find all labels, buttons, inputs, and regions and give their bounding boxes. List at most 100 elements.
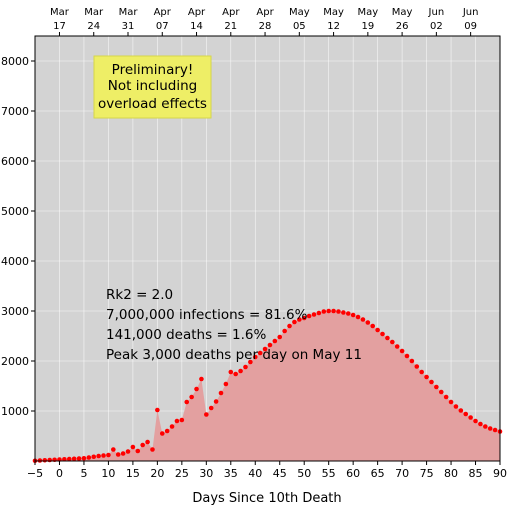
date-tick-month: Mar	[84, 7, 104, 18]
data-point	[321, 309, 327, 314]
data-point	[184, 399, 190, 405]
date-tick-day: 12	[327, 21, 340, 32]
data-point	[399, 348, 405, 354]
data-point	[243, 364, 248, 370]
y-tick-label: 5000	[1, 205, 29, 218]
x-tick-label: 45	[273, 467, 287, 480]
x-tick-label: 10	[101, 467, 115, 480]
date-tick-month: Apr	[188, 7, 206, 18]
x-tick-label: 25	[175, 467, 189, 480]
data-point	[385, 335, 390, 341]
data-point	[208, 405, 214, 411]
data-point	[62, 456, 67, 462]
data-point	[380, 331, 385, 337]
x-tick-label: 30	[199, 467, 213, 480]
data-point	[252, 354, 258, 360]
data-point	[86, 455, 92, 460]
data-point	[492, 427, 498, 433]
data-point	[199, 376, 204, 382]
note-box-background	[93, 55, 212, 119]
data-point	[404, 353, 410, 359]
data-point	[483, 424, 488, 429]
annotation-block: Rk2 = 2.0 7,000,000 infections = 81.6% 1…	[106, 287, 362, 363]
date-tick-month: May	[357, 7, 378, 18]
annotation-rk2: Rk2 = 2.0	[106, 287, 173, 303]
data-point	[155, 407, 160, 413]
data-point	[370, 323, 376, 329]
data-point	[336, 309, 341, 314]
date-tick-month: May	[289, 7, 310, 18]
y-tick-label: 8000	[1, 55, 29, 68]
data-point	[91, 454, 97, 460]
data-point	[345, 311, 351, 316]
data-point	[248, 359, 253, 365]
data-point	[189, 394, 194, 400]
annotation-infections: 7,000,000 infections = 81.6%	[106, 307, 308, 323]
data-point	[390, 339, 395, 345]
data-point	[238, 368, 243, 374]
y-tick-label: 7000	[1, 105, 29, 118]
x-tick-label: 75	[420, 467, 434, 480]
x-tick-label: −5	[27, 467, 43, 480]
data-point	[111, 447, 116, 452]
data-point	[487, 426, 493, 431]
x-axis: −5 0 5 10 15 20 25 30 35 40 45 50 55 60 65 70 75 80 85 90	[27, 461, 507, 480]
data-point	[301, 315, 307, 321]
data-point	[150, 447, 155, 452]
data-point	[272, 338, 278, 344]
data-point	[355, 314, 361, 320]
x-axis-title: Days Since 10th Death	[192, 491, 341, 506]
x-tick-label: 85	[469, 467, 483, 480]
data-point	[350, 312, 356, 318]
data-point	[429, 379, 434, 385]
x-tick-label: 0	[56, 467, 63, 480]
x-tick-label: 80	[444, 467, 458, 480]
data-point	[257, 350, 263, 356]
data-point	[365, 320, 371, 325]
note-box: Preliminary! Not including overload effe…	[93, 55, 212, 119]
date-tick-day: 24	[87, 21, 100, 32]
data-point	[473, 418, 478, 424]
data-point	[106, 452, 111, 458]
deaths-area	[35, 311, 500, 461]
data-point	[218, 390, 224, 396]
data-point	[164, 428, 170, 434]
date-tick-day: 26	[396, 21, 409, 32]
date-tick-day: 28	[259, 21, 272, 32]
x-tick-label: 5	[80, 467, 87, 480]
date-tick-day: 07	[156, 21, 169, 32]
date-axis: Mar 17 Mar 24 Mar 31 Apr 07 Apr 14 Apr 21 Apr 28 May 05…	[50, 7, 478, 36]
data-point	[331, 308, 336, 314]
data-point	[394, 344, 400, 349]
y-tick-label: 1000	[1, 405, 29, 418]
date-tick-month: Apr	[154, 7, 172, 18]
x-tick-label: 60	[346, 467, 360, 480]
date-tick-day: 05	[293, 21, 306, 32]
date-tick-month: Jun	[428, 7, 445, 18]
data-point	[169, 424, 175, 429]
date-tick-day: 21	[224, 21, 237, 32]
data-point	[47, 457, 52, 463]
data-point	[140, 442, 145, 448]
date-tick-month: May	[392, 7, 413, 18]
data-point	[120, 451, 126, 456]
data-point	[375, 327, 380, 333]
data-point	[101, 453, 106, 458]
x-tick-label: 90	[493, 467, 507, 480]
data-point	[458, 408, 464, 413]
data-point	[66, 456, 72, 462]
date-tick-day: 31	[122, 21, 135, 32]
date-tick-day: 17	[53, 21, 66, 32]
data-point	[424, 374, 429, 380]
data-point	[297, 317, 302, 322]
date-tick-month: May	[323, 7, 344, 18]
annotation-deaths: 141,000 deaths = 1.6%	[106, 327, 267, 343]
y-tick-label: 3000	[1, 305, 29, 318]
data-point	[174, 418, 180, 424]
data-point	[326, 308, 331, 314]
date-tick-day: 02	[430, 21, 443, 32]
data-point	[448, 399, 454, 405]
data-point	[223, 381, 229, 387]
annotation-peak: Peak 3,000 deaths per day on May 11	[106, 347, 362, 363]
